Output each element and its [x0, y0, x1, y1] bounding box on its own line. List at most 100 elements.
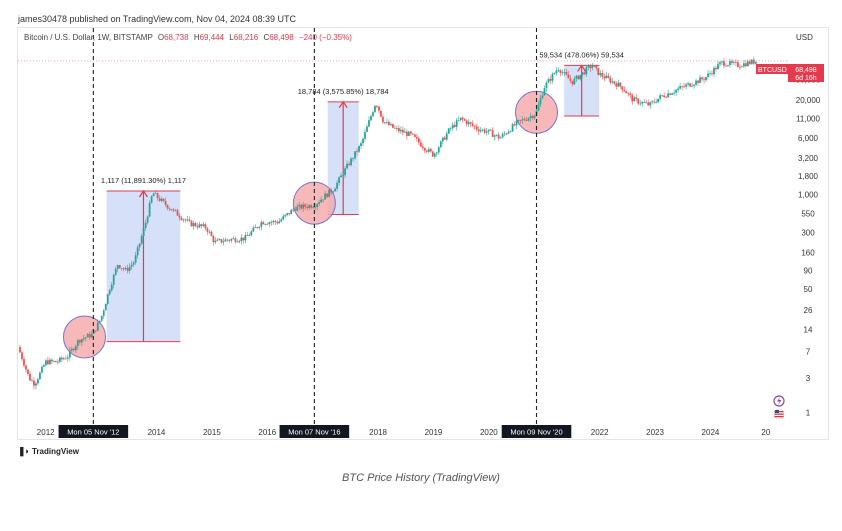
candle-body [707, 73, 709, 78]
candle [711, 70, 713, 76]
candle-body [47, 360, 49, 365]
candle-body [294, 209, 297, 211]
candle [242, 237, 245, 244]
candle [419, 139, 422, 148]
candle-body [194, 223, 197, 227]
candle-body [748, 61, 751, 64]
candle [629, 91, 632, 99]
candle-body [569, 78, 572, 81]
candle-body [134, 255, 137, 263]
candle-body [593, 66, 596, 67]
candle [372, 110, 374, 118]
candle-body [396, 128, 398, 129]
candle-body [405, 131, 408, 136]
candle [669, 92, 672, 96]
candle-body [547, 79, 550, 83]
candle [122, 266, 125, 272]
candle [124, 266, 127, 271]
candle-body [210, 231, 213, 237]
candle-body [70, 348, 73, 351]
candle [72, 347, 75, 352]
candle-body [158, 198, 161, 201]
candle-body [407, 131, 410, 136]
candle-body [372, 112, 374, 117]
candle-body [334, 188, 336, 192]
candle-body [627, 93, 630, 95]
candle [437, 145, 440, 156]
candle [571, 80, 574, 87]
candle [551, 72, 554, 84]
halving-highlight-circle [62, 315, 106, 359]
candle [409, 130, 412, 137]
candle-body [599, 73, 602, 75]
candle-body [413, 134, 416, 137]
candle [390, 122, 392, 127]
candle [748, 59, 751, 66]
candle [657, 98, 660, 103]
candle [320, 196, 323, 203]
candle-body [497, 134, 500, 139]
candle-body [176, 210, 179, 216]
candle-body [186, 219, 189, 221]
candle-body [579, 75, 582, 80]
candle [204, 222, 207, 231]
candle [515, 118, 518, 129]
candle-body [475, 126, 478, 130]
candle [238, 239, 241, 244]
candle-body [150, 196, 153, 203]
candle-body [128, 266, 131, 271]
candle [236, 239, 239, 243]
candle-body [276, 222, 279, 224]
candle-body [60, 357, 63, 360]
candle [517, 119, 520, 124]
candle-body [741, 66, 743, 68]
candle [144, 219, 147, 231]
candle-body [513, 124, 516, 126]
candle-body [33, 380, 35, 386]
candle [340, 172, 342, 178]
change-value: −240 (−0.35%) [299, 33, 352, 42]
candle-body [539, 98, 542, 105]
candle-body [362, 138, 364, 144]
candle-body [441, 137, 444, 142]
candle [134, 251, 137, 265]
candle [543, 85, 546, 96]
y-tick-label: 1,000 [798, 190, 819, 199]
candle-body [240, 237, 243, 242]
candle [180, 215, 183, 221]
candle-body [298, 204, 301, 207]
candle [25, 364, 27, 373]
candle-body [120, 268, 123, 269]
candle [687, 81, 689, 87]
flash-icon[interactable] [773, 395, 785, 407]
candle-body [192, 223, 195, 227]
candle-body [443, 137, 446, 140]
candle-body [721, 61, 723, 63]
candle [312, 205, 315, 209]
halving-date-bg [58, 425, 129, 438]
candle [623, 86, 626, 92]
candle-body [567, 74, 570, 79]
candle [557, 67, 560, 72]
candle-body [84, 337, 87, 339]
candle-body [419, 142, 422, 147]
candle-body [615, 83, 618, 87]
candle [128, 263, 131, 274]
candle [31, 378, 33, 382]
candle-body [609, 77, 612, 83]
candle [553, 72, 556, 75]
candle-body [332, 191, 334, 193]
candle [158, 195, 161, 203]
candle-body [571, 80, 574, 85]
candle [192, 220, 195, 230]
candle [541, 93, 544, 99]
candle-body [399, 129, 402, 132]
y-tick-label: 3,200 [798, 154, 819, 163]
candle [439, 140, 442, 148]
candle [545, 80, 548, 92]
candle-body [324, 193, 327, 200]
candle-body [284, 214, 287, 217]
candle [723, 58, 725, 69]
candle [244, 232, 247, 244]
